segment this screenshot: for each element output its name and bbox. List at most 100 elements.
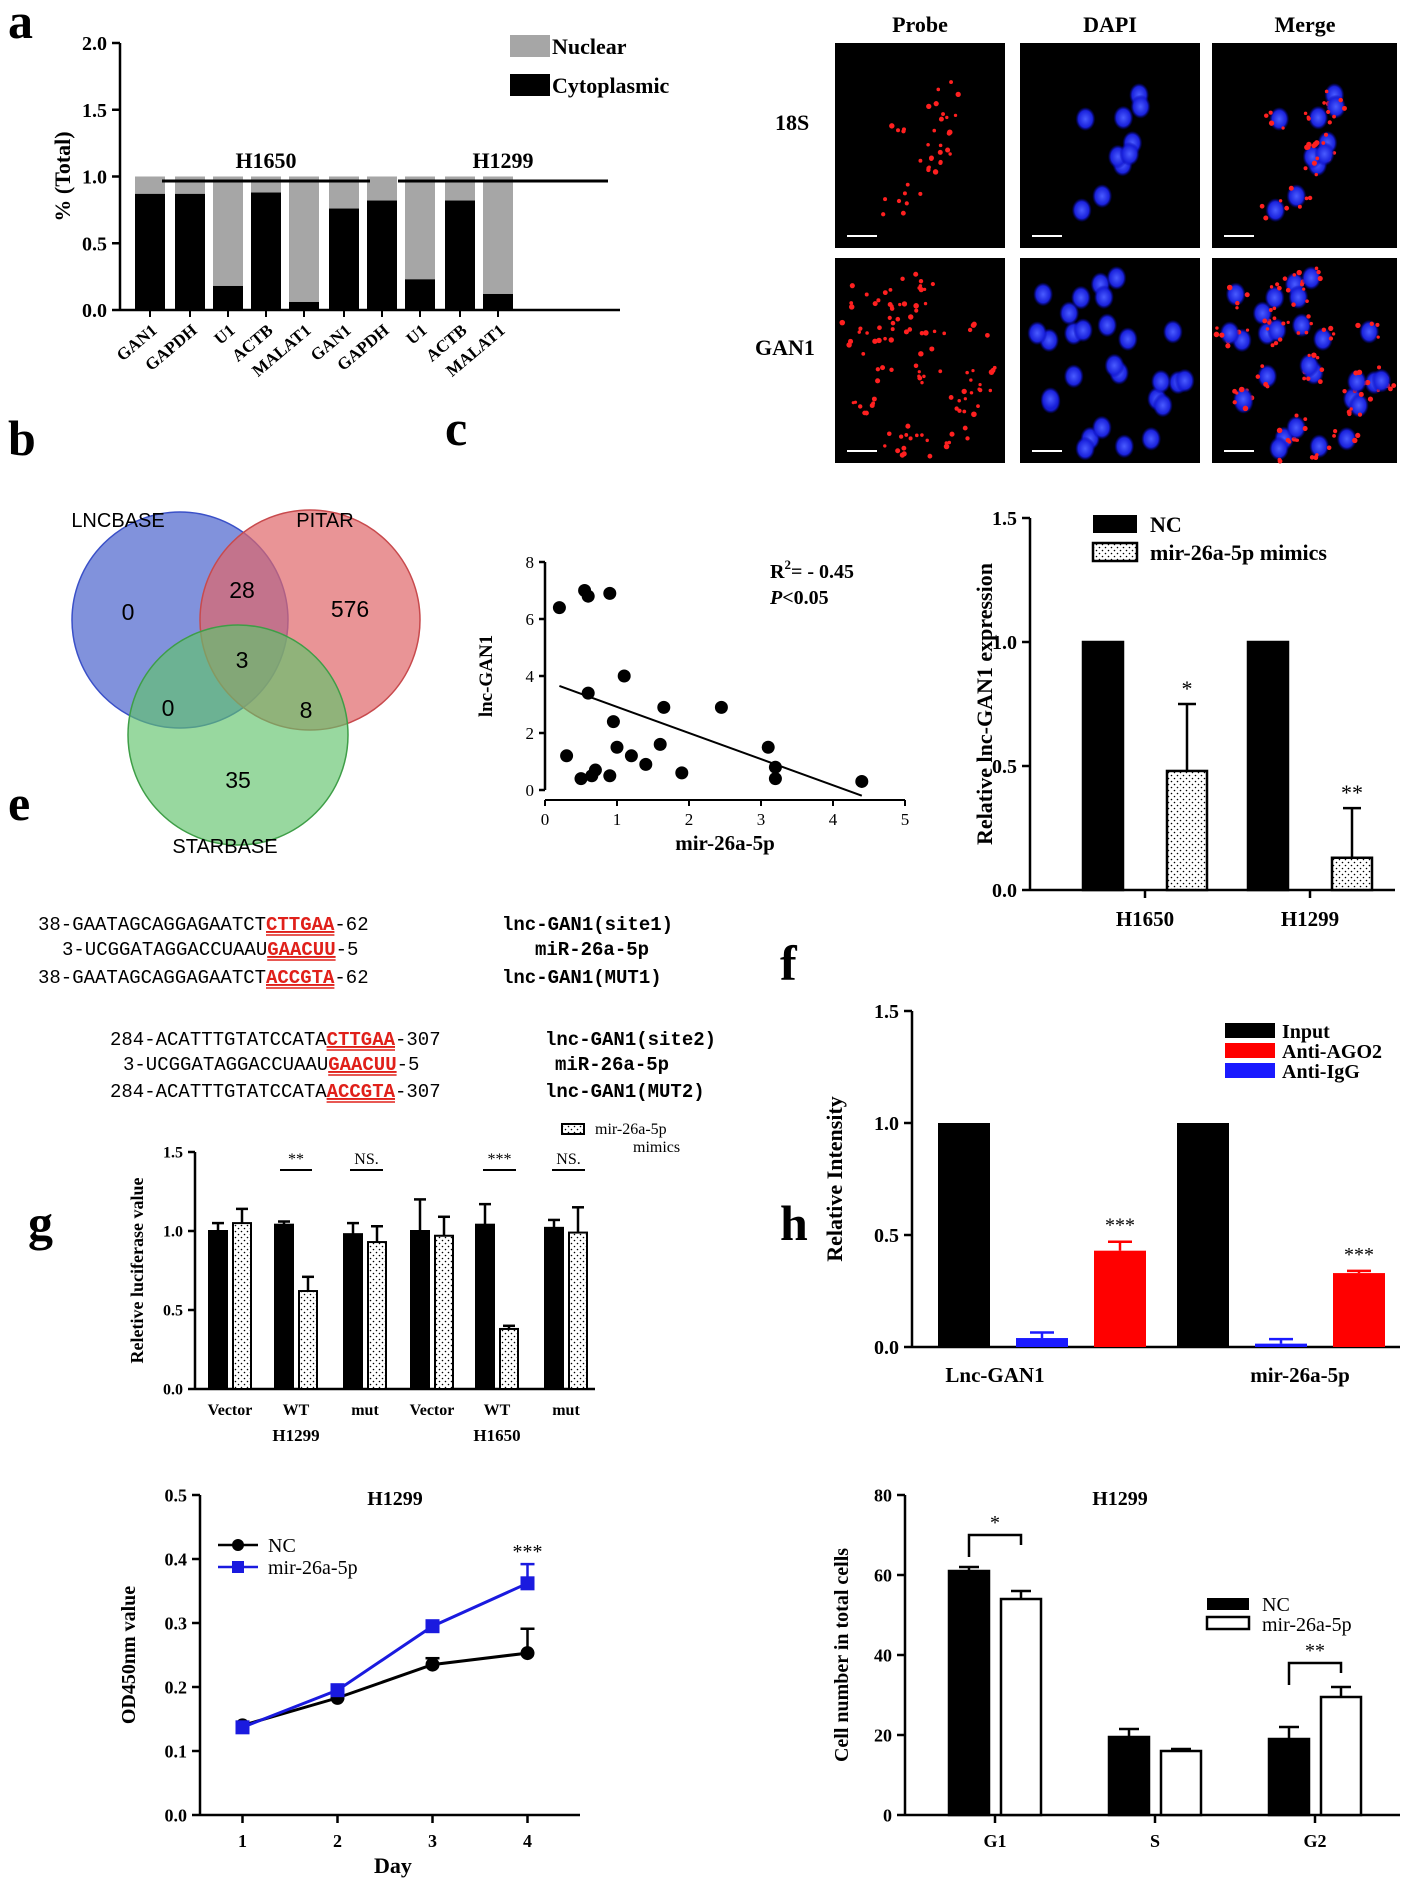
d-x-tick-label: H1299	[1281, 907, 1339, 931]
micro-nucleus	[1162, 319, 1183, 344]
legend-label-cytoplasmic: Cytoplasmic	[552, 73, 670, 98]
a-bar-cytoplasmic	[329, 208, 359, 310]
e-bar-mimics	[298, 1290, 318, 1391]
micro-probe-signal	[1275, 282, 1280, 287]
micro-probe-signal	[899, 452, 905, 458]
micro-probe-signal	[896, 198, 902, 204]
seq-site2-motif: CTTGAA	[327, 1029, 396, 1051]
a-bar-nuclear	[289, 176, 319, 302]
micro-nucleus	[1073, 318, 1094, 343]
h-title: H1299	[1092, 1488, 1148, 1510]
micro-probe-signal	[1331, 332, 1336, 336]
micro-col-dapi: DAPI	[1083, 12, 1137, 37]
micro-probe-signal	[883, 336, 887, 341]
micro-probe-signal	[900, 276, 905, 282]
micro-probe-signal	[923, 330, 929, 336]
d-y-tick-label: 1.5	[992, 508, 1017, 530]
c-annotation-r2: R2= - 0.45	[770, 557, 854, 583]
a-y-tick-label: 2.0	[82, 33, 107, 55]
e-x-tick-label: Vector	[208, 1402, 253, 1419]
micro-probe-signal	[1375, 322, 1380, 327]
c-point	[768, 760, 782, 774]
g-series-line-nc	[242, 1651, 528, 1727]
micro-probe-signal	[865, 331, 869, 335]
micro-probe-signal	[919, 330, 925, 336]
micro-nucleus	[1359, 319, 1380, 344]
micro-probe-signal	[1369, 321, 1374, 326]
micro-nucleus	[1106, 265, 1127, 290]
micro-probe-signal	[971, 321, 977, 327]
micro-probe-signal	[976, 404, 980, 408]
f-significance: ***	[1105, 1215, 1135, 1237]
micro-probe-signal	[1260, 364, 1265, 369]
h-y-tick-label: 80	[874, 1485, 892, 1505]
e-x-tick-label: WT	[484, 1402, 511, 1419]
c-fit-line	[559, 685, 863, 797]
micro-probe-signal	[985, 332, 990, 338]
micro-probe-signal	[1304, 330, 1309, 335]
c-point	[714, 700, 728, 714]
a-bar-nuclear	[405, 176, 435, 280]
micro-probe-signal	[927, 165, 931, 169]
c-point	[606, 715, 620, 729]
micro-probe-signal	[988, 388, 993, 393]
a-y-tick-label: 1.5	[82, 100, 107, 122]
micro-probe-signal	[1276, 427, 1283, 434]
e-bar-control	[274, 1223, 294, 1391]
micro-probe-signal	[1377, 365, 1382, 370]
micro-probe-signal	[1306, 115, 1310, 119]
micro-nucleus	[1130, 94, 1151, 119]
micro-probe-signal	[1314, 172, 1318, 177]
f-bar-anti-ago2	[1094, 1250, 1146, 1347]
c-x-tick-label: 2	[685, 810, 694, 829]
micro-probe-signal	[1355, 322, 1361, 329]
micro-probe-signal	[901, 445, 907, 451]
micro-nucleus	[1309, 434, 1330, 459]
micro-nucleus	[1269, 107, 1290, 132]
micro-probe-signal	[962, 409, 967, 414]
venn-count-lnc-only: 0	[122, 599, 135, 625]
c-point	[581, 589, 595, 603]
c-y-tick-label: 8	[526, 553, 535, 572]
micro-probe-signal	[1323, 132, 1329, 137]
micro-probe-signal	[971, 369, 975, 373]
g-y-label: OD450nm value	[118, 1586, 140, 1724]
micro-probe-signal	[1225, 343, 1231, 349]
micro-probe-signal	[1332, 433, 1336, 438]
c-y-tick-label: 0	[526, 781, 535, 800]
f-y-tick-label: 0.5	[874, 1225, 899, 1247]
micro-nucleus	[1117, 327, 1138, 352]
f-y-label: Relative Intensity	[822, 1096, 847, 1262]
micro-nucleus	[1371, 368, 1392, 393]
micro-nucleus	[1075, 436, 1096, 461]
micro-col-probe: Probe	[892, 12, 948, 37]
e-y-tick-label: 0.0	[163, 1382, 183, 1399]
seq-mut1-suffix: -62	[334, 967, 368, 989]
e-bar-mimics	[367, 1241, 387, 1391]
micro-probe-signal	[901, 301, 908, 307]
micro-probe-signal	[901, 127, 907, 132]
sequence-alignment: 38-GAATAGCAGGAGAATCT CTTGAA -62 lnc-GAN1(si…	[38, 914, 716, 1103]
e-group-label: H1650	[473, 1426, 520, 1445]
chart-e: 0.0 0.5 1.0 1.5 Reletive luciferase value Vec…	[127, 1121, 680, 1445]
micro-probe-signal	[1299, 282, 1305, 287]
g-y-tick-label: 0.0	[165, 1805, 188, 1825]
h-bar-mir	[1159, 1749, 1203, 1817]
micro-probe-signal	[882, 290, 888, 296]
venn-label-starbase: STARBASE	[172, 836, 277, 858]
g-y-tick-label: 0.4	[165, 1549, 188, 1569]
chart-h: 0 20 40 60 80 Cell number in total cells G1 S G2…	[831, 1485, 1400, 1851]
micro-nucleus	[1114, 434, 1135, 459]
h-y-label: Cell number in total cells	[831, 1548, 853, 1762]
micro-probe-signal	[1285, 437, 1291, 443]
a-bar-nuclear	[367, 176, 397, 201]
micro-probe-signal	[1341, 105, 1347, 111]
micro-probe-signal	[1302, 426, 1308, 432]
micro-nucleus	[1219, 321, 1240, 346]
micro-probe-signal	[1313, 455, 1319, 461]
micro-probe-signal	[961, 388, 967, 395]
micro-probe-signal	[1352, 437, 1358, 444]
micro-probe-signal	[955, 91, 961, 98]
legend-label-nuclear: Nuclear	[552, 34, 627, 59]
micro-probe-signal	[857, 330, 861, 334]
